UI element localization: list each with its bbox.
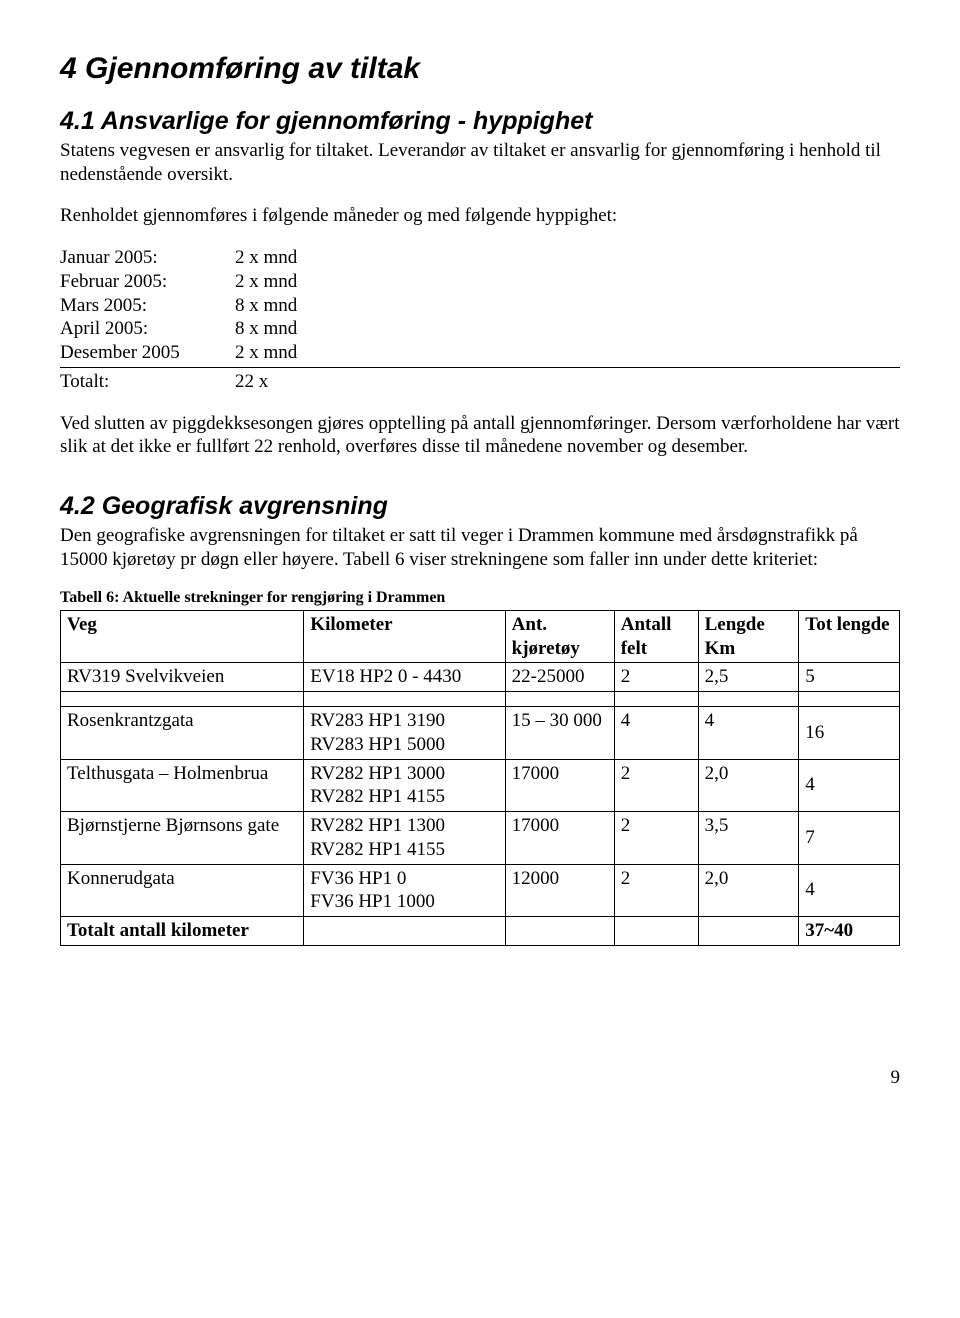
cell-tot: 7 xyxy=(799,812,900,865)
paragraph: Statens vegvesen er ansvarlig for tiltak… xyxy=(60,139,900,187)
schedule-row: Januar 2005: 2 x mnd xyxy=(60,246,900,270)
cell-km: RV283 HP1 3190 RV283 HP1 5000 xyxy=(304,707,505,760)
cell-veg: Telthusgata – Holmenbrua xyxy=(61,759,304,812)
schedule-total-key: Totalt: xyxy=(60,370,235,394)
heading-4: 4 Gjennomføring av tiltak xyxy=(60,50,900,88)
schedule-divider xyxy=(60,367,900,368)
schedule-row: Mars 2005: 8 x mnd xyxy=(60,294,900,318)
schedule-val: 2 x mnd xyxy=(235,270,297,294)
table-caption: Tabell 6: Aktuelle strekninger for rengj… xyxy=(60,588,900,608)
col-tot-lengde: Tot lengde xyxy=(799,610,900,663)
cell-ant: 12000 xyxy=(505,864,614,917)
col-lengde-km: Lengde Km xyxy=(698,610,799,663)
cell-ant: 17000 xyxy=(505,812,614,865)
table-row: Telthusgata – Holmenbrua RV282 HP1 3000 … xyxy=(61,759,900,812)
paragraph: Renholdet gjennomføres i følgende månede… xyxy=(60,204,900,228)
cell-lengde: 3,5 xyxy=(698,812,799,865)
table-row: Bjørnstjerne Bjørnsons gate RV282 HP1 13… xyxy=(61,812,900,865)
table-strekninger: Veg Kilometer Ant. kjøretøy Antall felt … xyxy=(60,610,900,946)
col-veg: Veg xyxy=(61,610,304,663)
schedule-list: Januar 2005: 2 x mnd Februar 2005: 2 x m… xyxy=(60,246,900,394)
cell-veg: Rosenkrantzgata xyxy=(61,707,304,760)
cell-km: EV18 HP2 0 - 4430 xyxy=(304,663,505,692)
schedule-key: Februar 2005: xyxy=(60,270,235,294)
cell-veg: Bjørnstjerne Bjørnsons gate xyxy=(61,812,304,865)
schedule-key: Desember 2005 xyxy=(60,341,235,365)
schedule-val: 2 x mnd xyxy=(235,341,297,365)
cell-tot: 16 xyxy=(799,707,900,760)
cell-felt: 4 xyxy=(614,707,698,760)
schedule-val: 2 x mnd xyxy=(235,246,297,270)
table-row: RV319 Svelvikveien EV18 HP2 0 - 4430 22-… xyxy=(61,663,900,692)
cell-total-value: 37~40 xyxy=(799,917,900,946)
cell-lengde: 2,5 xyxy=(698,663,799,692)
schedule-key: Januar 2005: xyxy=(60,246,235,270)
paragraph: Den geografiske avgrensningen for tiltak… xyxy=(60,524,900,572)
schedule-val: 8 x mnd xyxy=(235,294,297,318)
cell-tot: 4 xyxy=(799,759,900,812)
col-ant-kjoretoy: Ant. kjøretøy xyxy=(505,610,614,663)
cell-tot: 4 xyxy=(799,864,900,917)
cell-tot: 5 xyxy=(799,663,900,692)
cell-km: RV282 HP1 3000 RV282 HP1 4155 xyxy=(304,759,505,812)
schedule-total-row: Totalt: 22 x xyxy=(60,370,900,394)
schedule-val: 8 x mnd xyxy=(235,317,297,341)
cell-felt: 2 xyxy=(614,864,698,917)
table-spacer-row xyxy=(61,692,900,707)
schedule-key: April 2005: xyxy=(60,317,235,341)
col-antall-felt: Antall felt xyxy=(614,610,698,663)
cell-km: RV282 HP1 1300 RV282 HP1 4155 xyxy=(304,812,505,865)
schedule-row: Februar 2005: 2 x mnd xyxy=(60,270,900,294)
col-kilometer: Kilometer xyxy=(304,610,505,663)
cell-lengde: 2,0 xyxy=(698,759,799,812)
table-row: Rosenkrantzgata RV283 HP1 3190 RV283 HP1… xyxy=(61,707,900,760)
heading-4-2: 4.2 Geografisk avgrensning xyxy=(60,491,900,522)
cell-ant: 17000 xyxy=(505,759,614,812)
schedule-total-val: 22 x xyxy=(235,370,268,394)
cell-total-label: Totalt antall kilometer xyxy=(61,917,304,946)
cell-lengde: 4 xyxy=(698,707,799,760)
cell-felt: 2 xyxy=(614,759,698,812)
heading-4-1: 4.1 Ansvarlige for gjennomføring - hyppi… xyxy=(60,106,900,137)
cell-felt: 2 xyxy=(614,663,698,692)
schedule-row: Desember 2005 2 x mnd xyxy=(60,341,900,365)
cell-lengde: 2,0 xyxy=(698,864,799,917)
cell-veg: Konnerudgata xyxy=(61,864,304,917)
cell-km: FV36 HP1 0 FV36 HP1 1000 xyxy=(304,864,505,917)
table-total-row: Totalt antall kilometer 37~40 xyxy=(61,917,900,946)
cell-ant: 15 – 30 000 xyxy=(505,707,614,760)
cell-ant: 22-25000 xyxy=(505,663,614,692)
table-row: Konnerudgata FV36 HP1 0 FV36 HP1 1000 12… xyxy=(61,864,900,917)
schedule-row: April 2005: 8 x mnd xyxy=(60,317,900,341)
table-header-row: Veg Kilometer Ant. kjøretøy Antall felt … xyxy=(61,610,900,663)
schedule-key: Mars 2005: xyxy=(60,294,235,318)
cell-felt: 2 xyxy=(614,812,698,865)
paragraph: Ved slutten av piggdekksesongen gjøres o… xyxy=(60,412,900,460)
page-number: 9 xyxy=(60,1066,900,1090)
cell-veg: RV319 Svelvikveien xyxy=(61,663,304,692)
